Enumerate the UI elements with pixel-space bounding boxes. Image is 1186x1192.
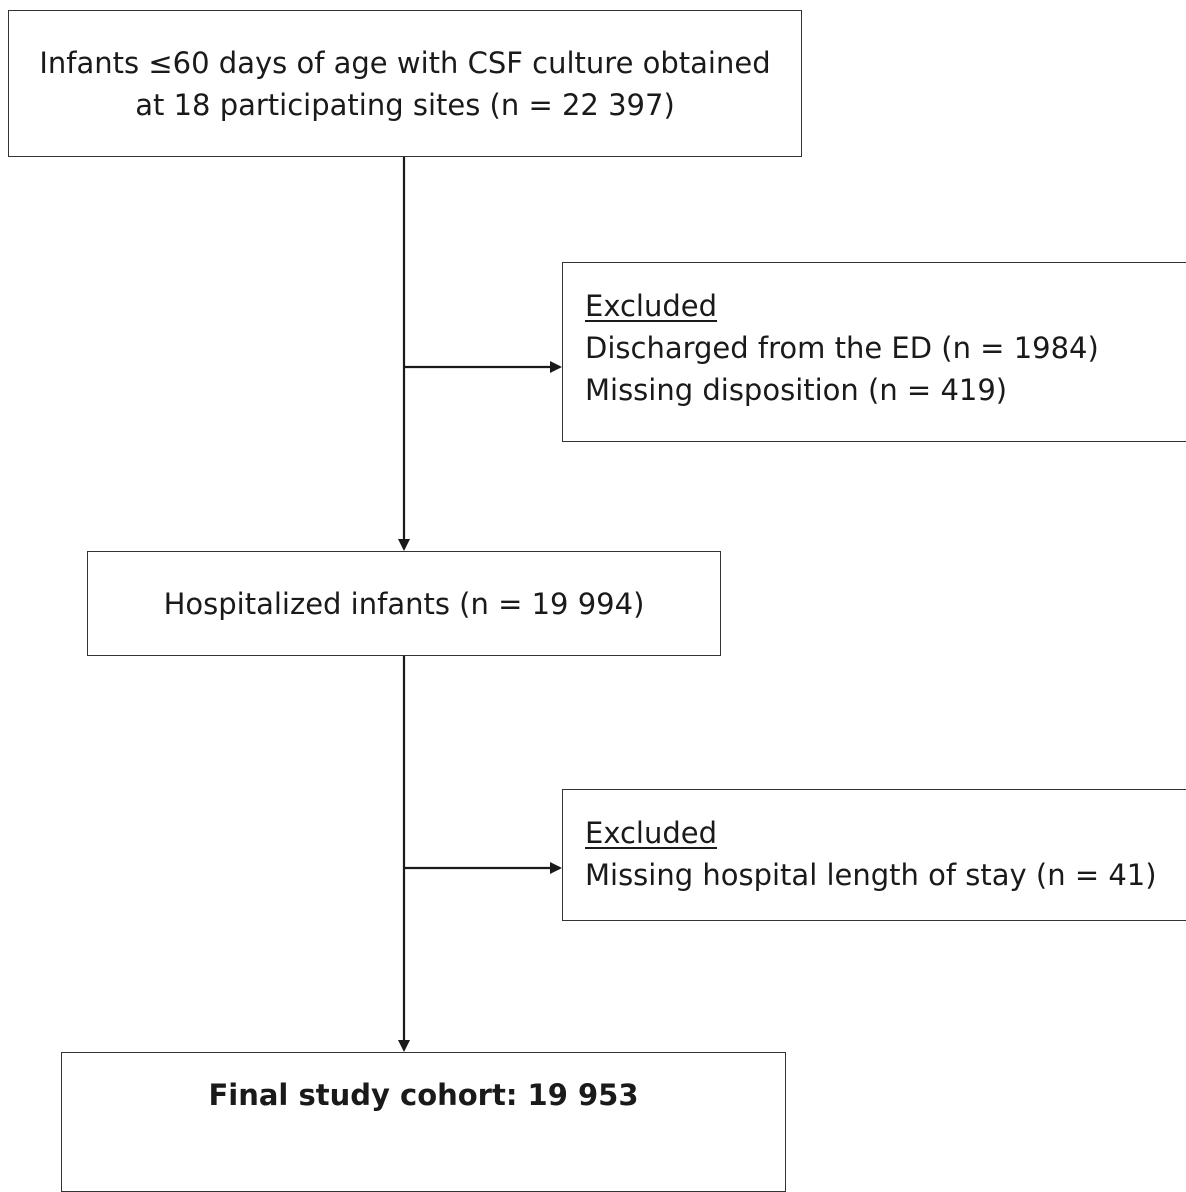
flow-connectors	[398, 157, 562, 1052]
exclusion-node-1: Excluded Discharged from the ED (n = 198…	[562, 262, 1186, 442]
start-line-1: Infants ≤60 days of age with CSF culture…	[39, 45, 771, 80]
hospitalized-node: Hospitalized infants (n = 19 994)	[87, 551, 721, 656]
exclusion-1-heading: Excluded	[585, 289, 718, 323]
exclusion-1-line-2: Missing disposition (n = 419)	[585, 373, 1008, 407]
start-node: Infants ≤60 days of age with CSF culture…	[8, 10, 802, 157]
exclusion-1-line-1: Discharged from the ED (n = 1984)	[585, 331, 1099, 365]
final-cohort-text: Final study cohort: 19 953	[208, 1078, 639, 1112]
exclusion-2-heading: Excluded	[585, 816, 718, 850]
exclusion-node-2: Excluded Missing hospital length of stay…	[562, 789, 1186, 921]
start-line-2: at 18 participating sites (n = 22 397)	[135, 87, 675, 122]
hospitalized-text: Hospitalized infants (n = 19 994)	[163, 586, 645, 621]
final-cohort-node: Final study cohort: 19 953	[61, 1052, 786, 1192]
exclusion-2-line-1: Missing hospital length of stay (n = 41)	[585, 858, 1157, 892]
